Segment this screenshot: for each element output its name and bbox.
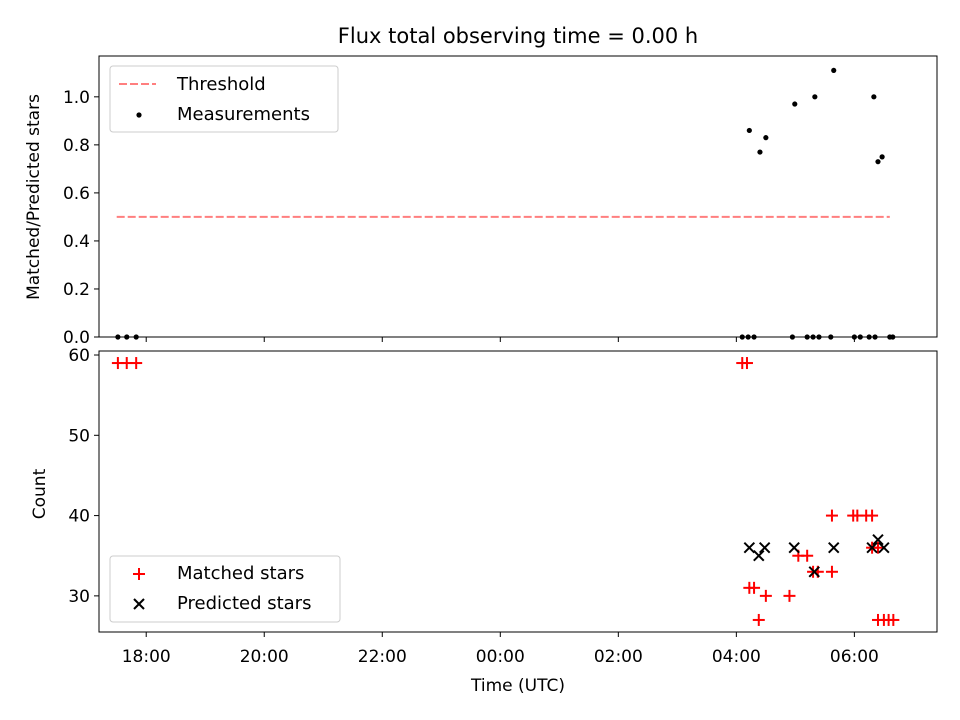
x-tick-label: 22:00 bbox=[358, 647, 407, 667]
top-y-ticks: 0.0 0.2 0.4 0.6 0.8 1.0 bbox=[63, 88, 99, 348]
y-tick-label: 0.8 bbox=[63, 136, 90, 156]
matched-star-point bbox=[871, 541, 884, 554]
measurement-point bbox=[763, 135, 769, 141]
matched-star-point bbox=[801, 549, 814, 562]
top-legend: Threshold Measurements bbox=[109, 65, 339, 133]
y-tick-label: 50 bbox=[68, 426, 90, 446]
bottom-y-axis-label: Count bbox=[30, 468, 50, 519]
legend-threshold-label: Threshold bbox=[176, 74, 266, 95]
predicted-star-point bbox=[808, 566, 820, 578]
top-panel: Matched/Predicted stars 0.0 0.2 0.4 0.6 0.8 1… bbox=[24, 55, 938, 348]
chart-title: Flux total observing time = 0.00 h bbox=[338, 24, 698, 48]
bottom-panel: Count Time (UTC) 30 40 50 60 18:00 20:00 22:0… bbox=[30, 346, 938, 696]
predicted-star-point bbox=[788, 541, 800, 554]
y-tick-label: 0.6 bbox=[63, 184, 90, 204]
bottom-axes-frame bbox=[98, 350, 938, 633]
legend-predicted-stars-label: Predicted stars bbox=[177, 593, 311, 614]
predicted-stars-legend-marker bbox=[133, 598, 145, 610]
matched-star-point bbox=[783, 589, 796, 602]
matched-stars-legend-marker bbox=[133, 568, 145, 580]
bottom-legend-box bbox=[109, 555, 341, 623]
legend-measurements-label: Measurements bbox=[177, 104, 310, 125]
predicted-star-point bbox=[878, 541, 890, 554]
predicted-star-point bbox=[753, 550, 765, 562]
matched-star-point bbox=[740, 357, 753, 370]
measurement-point bbox=[746, 127, 752, 134]
bottom-plot-area bbox=[111, 357, 900, 626]
top-y-axis-label: Matched/Predicted stars bbox=[24, 94, 44, 300]
top-axes-frame bbox=[98, 55, 938, 338]
x-tick-label: 06:00 bbox=[830, 647, 879, 667]
x-tick-label: 02:00 bbox=[594, 647, 643, 667]
y-tick-label: 1.0 bbox=[63, 88, 90, 108]
bottom-x-ticks: 18:00 20:00 22:00 00:00 02:00 04:00 06:00 bbox=[122, 632, 879, 667]
y-tick-label: 30 bbox=[68, 587, 90, 607]
predicted-star-point bbox=[758, 541, 771, 554]
y-tick-label: 0.0 bbox=[63, 328, 90, 348]
predicted-star-point bbox=[743, 541, 756, 554]
predicted-star-point bbox=[828, 541, 840, 554]
y-tick-label: 0.4 bbox=[63, 232, 90, 252]
bottom-legend: Matched stars Predicted stars bbox=[109, 555, 341, 623]
measurement-point bbox=[871, 94, 877, 100]
matched-star-point bbox=[748, 581, 761, 594]
bottom-y-ticks: 30 40 50 60 bbox=[68, 346, 99, 607]
legend-matched-stars-label: Matched stars bbox=[177, 563, 304, 584]
measurement-point bbox=[792, 101, 798, 107]
x-tick-label: 18:00 bbox=[122, 647, 171, 667]
y-tick-label: 40 bbox=[68, 507, 90, 527]
x-tick-label: 04:00 bbox=[712, 647, 761, 667]
measurement-point bbox=[812, 94, 818, 100]
top-x-ticks bbox=[145, 337, 855, 342]
matched-star-point bbox=[825, 509, 838, 522]
matched-star-point bbox=[825, 565, 838, 578]
matched-star-point bbox=[130, 357, 143, 370]
predicted-star-point bbox=[872, 533, 884, 546]
x-tick-label: 20:00 bbox=[240, 647, 289, 667]
measurement-point bbox=[879, 154, 885, 160]
y-tick-label: 0.2 bbox=[63, 280, 90, 300]
measurement-point bbox=[875, 159, 881, 165]
top-legend-box bbox=[109, 65, 339, 133]
matched-star-point bbox=[866, 509, 879, 522]
measurements-legend-marker bbox=[136, 112, 142, 118]
x-tick-label: 00:00 bbox=[476, 647, 525, 667]
y-tick-label: 60 bbox=[68, 346, 90, 366]
x-axis-label: Time (UTC) bbox=[470, 676, 565, 696]
matched-star-point bbox=[759, 589, 772, 602]
measurement-point bbox=[757, 149, 763, 155]
matched-star-point bbox=[752, 613, 765, 626]
matched-star-point bbox=[887, 613, 900, 626]
measurement-point bbox=[831, 67, 837, 74]
predicted-star-point bbox=[866, 541, 878, 554]
